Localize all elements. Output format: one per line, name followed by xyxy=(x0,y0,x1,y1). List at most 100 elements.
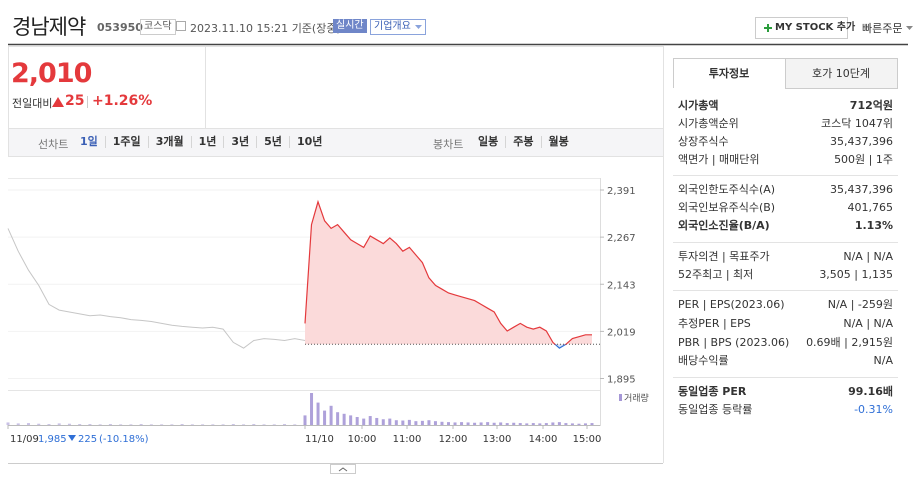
volume-bar xyxy=(407,419,411,425)
volume-bar xyxy=(381,419,385,425)
volume-bar xyxy=(262,424,266,425)
info-label-wrap: 시가총액 xyxy=(678,97,718,115)
volume-bar xyxy=(98,424,102,425)
volume-label: 거래량 xyxy=(624,392,649,404)
info-label[interactable]: 시가총액순위 xyxy=(678,117,739,130)
volume-bar xyxy=(460,422,464,425)
volume-bar xyxy=(499,422,503,425)
investment-info: 시가총액 712억원 시가총액순위 코스닥 1047위 상장주식수 35,437,396 액… xyxy=(673,92,898,425)
volume-bar xyxy=(342,413,346,425)
volume-bar xyxy=(564,423,568,425)
up-icon xyxy=(52,97,64,107)
period-tab[interactable]: 10년 xyxy=(288,136,329,148)
volume-bar xyxy=(139,424,143,425)
info-label: 외국인한도주식수(A) xyxy=(678,183,776,196)
button-box[interactable] xyxy=(330,464,356,474)
volume-bar xyxy=(531,423,535,425)
dropdown-icon[interactable] xyxy=(414,25,422,30)
button-label[interactable]: 기업개요 xyxy=(374,21,411,32)
candle-tab[interactable]: 월봉 xyxy=(540,136,576,148)
volume-bar xyxy=(557,422,561,425)
info-label-wrap[interactable]: 시가총액순위 xyxy=(678,115,742,133)
volume-bar xyxy=(129,424,133,425)
info-value: 35,437,396 xyxy=(830,183,893,196)
dropdown-icon[interactable] xyxy=(906,26,914,31)
quick-order-button[interactable]: 빠른주문 xyxy=(862,20,914,36)
volume-bar xyxy=(388,418,392,425)
info-label: 상장주식수 xyxy=(678,135,729,148)
info-group: 투자의견 | 목표주가 N/A | N/A 52주최고 | 최저 3,505 | 1,… xyxy=(673,242,898,290)
area xyxy=(305,201,592,349)
volume-bar xyxy=(473,422,477,425)
volume-bar xyxy=(362,418,366,425)
chevron-icon[interactable] xyxy=(338,467,348,472)
info-label-wrap: 외국인소진율(B/A) xyxy=(678,217,773,236)
info-group: 외국인한도주식수(A) 35,437,396 외국인보유주식수(B) 401,765 외… xyxy=(673,175,898,242)
volume-bar xyxy=(160,424,164,425)
info-row: 외국인보유주식수(B) 401,765 xyxy=(678,199,893,217)
info-label-wrap: 52주최고 | 최저 xyxy=(678,266,753,284)
info-value: 401,765 xyxy=(847,201,894,214)
x-tick-label: 14:00 xyxy=(529,434,558,445)
realtime-badge[interactable]: 실시간 xyxy=(333,19,367,33)
price-line xyxy=(304,199,592,349)
info-row: 액면가 | 매매단위 500원 | 1주 xyxy=(678,151,893,169)
period-tab[interactable]: 3개월 xyxy=(147,136,191,148)
info-group: PER | EPS(2023.06) N/A | -259원 추정PER | EPS… xyxy=(673,290,898,377)
period-tab[interactable]: 5년 xyxy=(256,136,289,148)
my-stock-button[interactable]: MY STOCK 추가 xyxy=(755,17,855,39)
volume-bar xyxy=(570,423,574,425)
button-label[interactable]: 빠른주문 xyxy=(862,22,903,35)
volume-bar xyxy=(149,424,153,425)
x-tick-label: 11/10 xyxy=(305,434,334,445)
volume-bar xyxy=(170,424,174,425)
tab-label[interactable]: 호가 10단계 xyxy=(812,67,870,80)
info-label-wrap[interactable]: 동일업종 PER xyxy=(678,383,749,401)
volume-bar xyxy=(6,422,10,425)
info-label: 52주최고 | 최저 xyxy=(678,268,754,281)
info-value: 코스닥 1047위 xyxy=(821,117,893,130)
company-info-button[interactable]: 기업개요 xyxy=(370,19,426,35)
button-label[interactable]: MY STOCK 추가 xyxy=(775,22,856,33)
period-tab[interactable]: 1일 xyxy=(80,135,98,148)
y-tick-label: 2,143 xyxy=(607,280,636,291)
volume-bar xyxy=(190,424,194,425)
tab-label[interactable]: 투자정보 xyxy=(709,66,749,80)
volume-bar xyxy=(414,421,418,425)
info-label-wrap[interactable]: 동일업종 등락률 xyxy=(678,401,755,419)
info-label-wrap: 액면가 | 매매단위 xyxy=(678,151,760,169)
period-tabs: 1일 1주일 3개월 1년 3년 5년 10년 xyxy=(73,136,329,148)
info-row: PER | EPS(2023.06) N/A | -259원 xyxy=(678,296,893,315)
collapse-button[interactable] xyxy=(330,464,356,474)
period-tab[interactable]: 1년 xyxy=(190,136,224,148)
candle-tab[interactable]: 주봉 xyxy=(505,136,540,148)
info-label: 외국인소진율(B/A) xyxy=(678,219,770,232)
period-tab[interactable]: 3년 xyxy=(223,136,256,148)
volume-bar xyxy=(551,422,555,425)
volume-bar xyxy=(242,424,246,425)
volume-bar xyxy=(78,424,82,425)
volume-bar xyxy=(466,422,470,425)
info-value: N/A xyxy=(873,354,893,367)
prev-price-line xyxy=(7,228,306,349)
plus-icon[interactable] xyxy=(764,24,772,32)
tab[interactable] xyxy=(785,58,898,89)
info-label-wrap: 투자의견 | 목표주가 xyxy=(678,248,770,266)
volume-bar xyxy=(211,424,215,425)
info-value: 500원 | 1주 xyxy=(834,153,893,166)
volume-bar xyxy=(375,417,379,425)
volume-bar xyxy=(433,421,437,425)
period-tab[interactable]: 1주일 xyxy=(104,136,148,148)
volume-bar xyxy=(303,415,307,425)
info-label[interactable]: 동일업종 등락률 xyxy=(678,403,753,416)
volume-bar xyxy=(447,422,450,425)
info-value: N/A | N/A xyxy=(843,317,893,330)
info-label[interactable]: 동일업종 PER xyxy=(678,385,747,398)
prev-change: 225 xyxy=(78,434,97,445)
y-tick-label: 1,895 xyxy=(607,375,636,386)
candle-tab[interactable]: 일봉 xyxy=(478,135,499,148)
volume-bar xyxy=(512,422,516,425)
candle-tabs: 일봉 주봉 월봉 xyxy=(471,136,576,148)
price-change: 25 xyxy=(65,93,85,109)
